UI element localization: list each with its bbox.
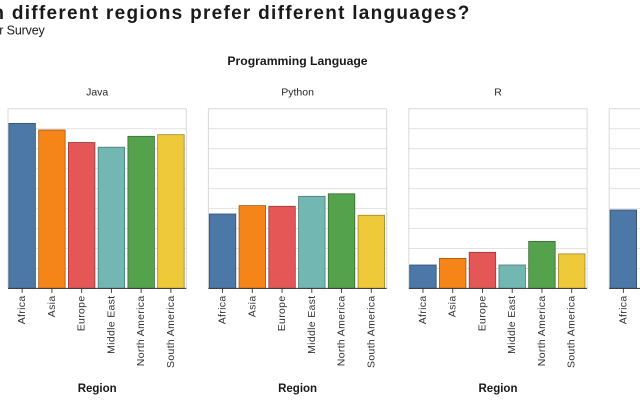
svg-text:Java: Java <box>86 86 108 98</box>
svg-text:Asia: Asia <box>447 296 459 318</box>
svg-text:Africa: Africa <box>16 296 28 325</box>
svg-text:Region: Region <box>78 383 117 395</box>
svg-text:Africa: Africa <box>217 296 229 325</box>
svg-text:Asia: Asia <box>246 296 258 318</box>
svg-text:South America: South America <box>365 296 377 368</box>
svg-text:North America: North America <box>336 296 348 367</box>
svg-text:South America: South America <box>165 296 177 368</box>
svg-text:Python: Python <box>281 86 314 98</box>
svg-text:Africa: Africa <box>417 296 429 325</box>
svg-text:Region: Region <box>479 383 518 395</box>
svg-text:North America: North America <box>536 296 548 367</box>
svg-text:Asia: Asia <box>46 296 58 318</box>
svg-text:R: R <box>494 86 502 98</box>
svg-text:Africa: Africa <box>617 296 629 325</box>
svg-text:n different regions prefer dif: n different regions prefer different lan… <box>0 3 471 24</box>
svg-text:Middle East: Middle East <box>306 296 318 354</box>
svg-text:Middle East: Middle East <box>105 296 117 354</box>
svg-text:Europe: Europe <box>76 296 88 332</box>
svg-text:Region: Region <box>278 383 317 395</box>
svg-text:Europe: Europe <box>476 296 488 332</box>
svg-text:Programming Language: Programming Language <box>227 54 367 68</box>
svg-text:er Survey: er Survey <box>0 24 46 38</box>
svg-text:Europe: Europe <box>276 296 288 332</box>
svg-text:North America: North America <box>135 296 147 367</box>
svg-text:South America: South America <box>566 296 578 368</box>
svg-text:Middle East: Middle East <box>506 296 518 354</box>
